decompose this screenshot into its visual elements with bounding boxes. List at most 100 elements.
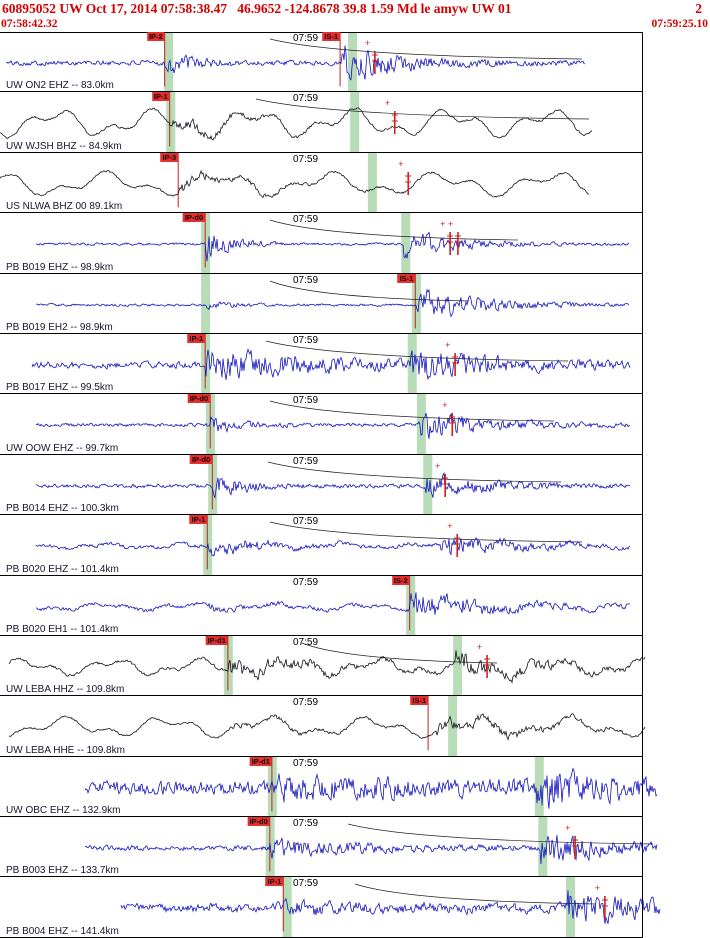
station-label: PB B004 EHZ -- 141.4km [6, 925, 119, 937]
trace-panel-stack: + 07:59 UW ON2 EHZ -- 83.0km IP-2 IS-1 + … [0, 32, 710, 938]
trace-panel[interactable]: + 07:59 UW WJSH BHZ -- 84.9km IP-1 [0, 92, 710, 153]
time-tick-label: 07:59 [293, 153, 319, 165]
amplitude-plus-mark: + [385, 98, 390, 108]
pick-flag[interactable]: IP-d0 [247, 817, 270, 827]
station-label: UW ON2 EHZ -- 83.0km [6, 80, 114, 92]
station-label: PB B019 EH2 -- 98.9km [6, 321, 113, 333]
waveform-canvas[interactable]: + + [0, 213, 710, 274]
trace-panel[interactable]: + 07:59 PB B017 EHZ -- 99.5km IP-1 [0, 333, 710, 395]
seismogram-trace[interactable] [84, 834, 658, 865]
amplitude-plus-mark: + [442, 400, 447, 410]
seismogram-trace[interactable] [84, 767, 658, 809]
trace-panel[interactable]: + + 07:59 PB B019 EHZ -- 98.9km IP-d0 [0, 213, 710, 274]
waveform-canvas[interactable] [0, 756, 710, 818]
station-label: PB B019 EHZ -- 98.9km [6, 261, 114, 273]
waveform-canvas[interactable]: + [0, 32, 710, 93]
trace-area-right-border [642, 32, 643, 938]
time-tick-label: 07:59 [293, 636, 319, 648]
station-label: US NLWA BHZ 00 89.1km [6, 201, 123, 213]
time-range-bar: 07:58:42.32 07:59:25.10 [0, 18, 710, 32]
waveform-canvas[interactable]: + [0, 877, 710, 938]
seismogram-trace[interactable] [36, 288, 630, 318]
waveform-canvas[interactable]: + [0, 394, 710, 455]
trace-panel[interactable]: + 07:59 UW OOW EHZ -- 99.7km IP-d0 [0, 394, 710, 455]
waveform-canvas[interactable]: + [0, 454, 710, 516]
trace-panel[interactable]: + 07:59 UW ON2 EHZ -- 83.0km IP-2 IS-1 [0, 32, 710, 93]
panel-divider [0, 634, 643, 636]
waveform-canvas[interactable] [0, 575, 710, 636]
seismogram-trace[interactable] [8, 713, 646, 742]
amplitude-plus-mark: + [595, 883, 600, 893]
pick-flag[interactable]: IP-d0 [189, 454, 213, 464]
coda-decay-curve [269, 38, 583, 60]
seismogram-trace[interactable] [8, 650, 646, 684]
trace-panel[interactable]: 07:59 PB B019 EH2 -- 98.9km IS-1 [0, 273, 710, 334]
coda-decay-curve [267, 461, 562, 483]
waveform-canvas[interactable]: + [0, 515, 710, 576]
pick-flag[interactable]: IS-1 [322, 32, 341, 41]
time-tick-label: 07:59 [293, 576, 319, 588]
trace-panel[interactable]: + 07:59 PB B020 EHZ -- 101.4km IP-1 [0, 515, 710, 576]
coda-decay-curve [265, 340, 569, 362]
time-tick-label: 07:59 [293, 516, 319, 528]
trace-panel[interactable]: + 07:59 US NLWA BHZ 00 89.1km IP-3 [0, 152, 710, 214]
seismogram-trace[interactable] [120, 890, 661, 925]
seismogram-trace[interactable] [35, 471, 631, 499]
trace-panel[interactable]: 07:59 UW OBC EHZ -- 132.9km IP-d1 [0, 756, 710, 818]
trace-panel[interactable]: 07:59 UW LEBA HHE -- 109.8km IS-1 [0, 696, 710, 757]
panel-divider [0, 91, 643, 93]
trace-panel[interactable]: + 07:59 UW LEBA HHZ -- 109.8km IP-d1 [0, 635, 710, 697]
amplitude-plus-mark: + [447, 521, 452, 531]
time-tick-label: 07:59 [293, 697, 319, 709]
seismogram-trace[interactable] [0, 107, 593, 141]
station-label: UW WJSH BHZ -- 84.9km [6, 140, 122, 152]
station-label: PB B020 EH1 -- 101.4km [6, 623, 119, 635]
pick-flag[interactable]: IP-1 [189, 515, 208, 525]
station-label: PB B020 EHZ -- 101.4km [6, 563, 119, 575]
panel-divider [0, 876, 643, 878]
event-summary: 60895052 UW Oct 17, 2014 07:58:38.47 46.… [2, 1, 512, 16]
pick-flag[interactable]: IP-1 [187, 333, 206, 343]
seismogram-trace[interactable] [36, 591, 631, 615]
waveform-canvas[interactable]: + [0, 817, 710, 878]
pick-flag[interactable]: IP-3 [160, 152, 179, 162]
trace-panel[interactable]: + 07:59 PB B003 EHZ -- 133.7km IP-d0 [0, 817, 710, 878]
pick-flag[interactable]: IP-d1 [205, 635, 228, 645]
station-label: PB B003 EHZ -- 133.7km [6, 865, 119, 877]
panel-divider [0, 151, 643, 153]
seismogram-trace[interactable] [35, 231, 630, 262]
waveform-canvas[interactable]: + [0, 333, 710, 395]
amplitude-plus-mark: + [445, 340, 450, 350]
seismogram-trace[interactable] [5, 45, 586, 81]
waveform-canvas[interactable]: + [0, 635, 710, 697]
seismogram-trace[interactable] [35, 413, 630, 440]
station-label: PB B014 EHZ -- 100.3km [6, 503, 119, 515]
pick-flag[interactable]: IS-1 [410, 696, 429, 706]
trace-panel[interactable]: + 07:59 PB B014 EHZ -- 100.3km IP-d0 [0, 454, 710, 516]
seismogram-trace[interactable] [35, 537, 631, 557]
pick-flag[interactable]: IP-d0 [182, 213, 206, 223]
waveform-canvas[interactable]: + [0, 92, 710, 153]
pick-flag[interactable]: IP-d1 [249, 756, 272, 766]
waveform-canvas[interactable] [0, 696, 710, 757]
trace-panel[interactable]: 07:59 PB B020 EH1 -- 101.4km IS-2 [0, 575, 710, 636]
pick-window-band [406, 575, 416, 636]
coda-decay-curve [269, 219, 519, 241]
seismogram-trace[interactable] [0, 169, 590, 198]
waveform-canvas[interactable] [0, 273, 710, 334]
panel-divider [0, 272, 643, 274]
seismogram-trace[interactable] [31, 348, 631, 381]
pick-flag[interactable]: IS-1 [397, 273, 416, 283]
pick-flag[interactable]: IP-2 [146, 32, 165, 41]
station-label: PB B017 EHZ -- 99.5km [6, 382, 114, 394]
time-tick-label: 07:59 [293, 93, 319, 105]
trace-panel[interactable]: + 07:59 PB B004 EHZ -- 141.4km IP-1 [0, 877, 710, 938]
pick-flag[interactable]: IP-d0 [187, 394, 211, 404]
pick-flag[interactable]: IS-2 [391, 575, 410, 585]
pick-flag[interactable]: IP-1 [151, 92, 170, 102]
time-tick-label: 07:59 [293, 395, 319, 407]
page-number: 2 [695, 1, 702, 16]
pick-window-band [166, 92, 176, 153]
pick-flag[interactable]: IP-1 [265, 877, 284, 887]
waveform-canvas[interactable]: + [0, 152, 710, 214]
